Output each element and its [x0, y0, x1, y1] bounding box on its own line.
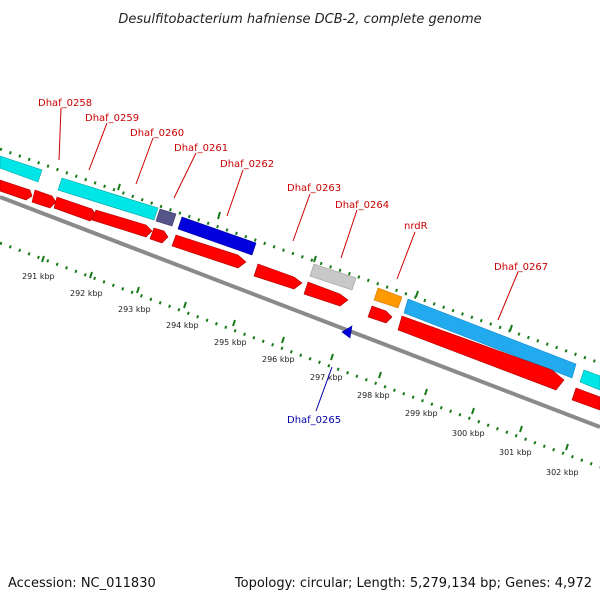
- scale-label: 302 kbp: [546, 468, 579, 477]
- gene-label: Dhaf_0264: [335, 200, 389, 211]
- gene-box-lightblue: [403, 298, 577, 379]
- scale-label: 298 kbp: [357, 391, 390, 400]
- accession-text: Accession: NC_011830: [8, 576, 156, 591]
- genome-backbone: [0, 195, 600, 429]
- cds-arrow: [367, 305, 393, 324]
- outer-tick-track: [0, 147, 600, 365]
- inner-major-ticks: [41, 255, 569, 451]
- gene-label: Dhaf_0267: [494, 262, 548, 273]
- cds-arrow: [149, 227, 169, 244]
- scale-label: 299 kbp: [405, 409, 438, 418]
- inner-tick-track: [0, 241, 600, 469]
- gene-box-cyan: [579, 369, 600, 391]
- gene-label: Dhaf_0260: [130, 128, 184, 139]
- scale-label: 294 kbp: [166, 321, 199, 330]
- gene-box-gray: [309, 263, 357, 291]
- cds-arrow: [303, 281, 349, 307]
- gene-label: Dhaf_0261: [174, 143, 228, 154]
- cds-track: [0, 179, 600, 411]
- gene-label: nrdR: [404, 221, 428, 232]
- gene-label: Dhaf_0262: [220, 159, 274, 170]
- scale-labels: 291 kbp 292 kbp 293 kbp 294 kbp 295 kbp …: [22, 272, 579, 477]
- scale-label: 293 kbp: [118, 305, 151, 314]
- cds-arrow: [571, 387, 600, 411]
- gene-box-purple: [155, 208, 177, 227]
- scale-label: 295 kbp: [214, 338, 247, 347]
- cds-arrow: [397, 315, 565, 391]
- gene-labels: Dhaf_0258 Dhaf_0259 Dhaf_0260 Dhaf_0261 …: [38, 98, 548, 426]
- gene-label: Dhaf_0263: [287, 183, 341, 194]
- scale-label: 291 kbp: [22, 272, 55, 281]
- gene-label: Dhaf_0265: [287, 415, 341, 426]
- cds-arrow: [171, 234, 247, 269]
- scale-label: 292 kbp: [70, 289, 103, 298]
- cds-arrow: [91, 209, 153, 238]
- scale-label: 300 kbp: [452, 429, 485, 438]
- cds-arrow: [0, 179, 33, 201]
- reverse-gene-marker: [341, 325, 353, 339]
- callout-lines: [58, 107, 519, 412]
- topology-text: Topology: circular; Length: 5,279,134 bp…: [234, 576, 592, 591]
- cds-arrow: [253, 263, 303, 290]
- gene-box-blue: [177, 216, 257, 256]
- cds-arrow: [31, 189, 57, 209]
- gene-box-cyan: [0, 155, 43, 183]
- map-title: Desulfitobacterium hafniense DCB-2, comp…: [118, 12, 481, 27]
- scale-label: 297 kbp: [310, 373, 343, 382]
- scale-label: 301 kbp: [499, 448, 532, 457]
- cds-arrow: [53, 196, 97, 222]
- gene-label: Dhaf_0259: [85, 113, 139, 124]
- outer-feature-track: [0, 155, 600, 391]
- outer-major-ticks: [117, 183, 513, 332]
- gene-label: Dhaf_0258: [38, 98, 92, 109]
- scale-label: 296 kbp: [262, 355, 295, 364]
- gene-box-cyan: [57, 177, 159, 221]
- gene-box-orange: [373, 287, 403, 309]
